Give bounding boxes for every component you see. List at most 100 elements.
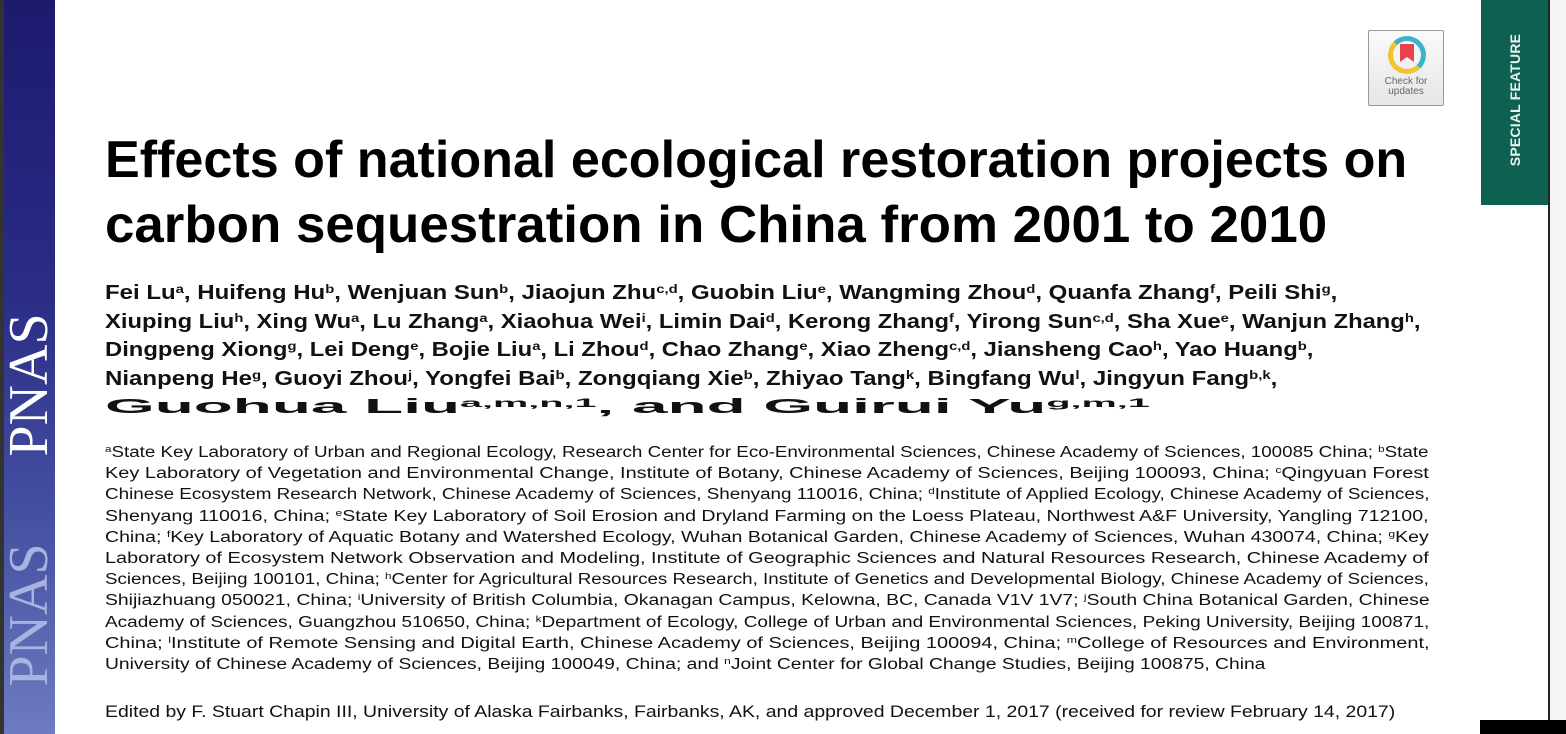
affiliation-line: University of Chinese Academy of Science… [105,655,1265,675]
viewer-margin [1548,0,1566,734]
affiliation-marker: l [168,635,171,646]
author-affiliation-marker: g,m,1 [1046,396,1150,411]
affiliation-marker: h [385,571,392,583]
author-name: , Wanjun Zhang [1228,310,1405,333]
author-name: , Kerong Zhang [774,310,949,333]
author-affiliation-marker: b [499,281,509,296]
affiliation-line: Laboratory of Ecosystem Network Observat… [105,549,1429,569]
author-affiliation-marker: a,m,n,1 [460,396,597,411]
author-affiliation-marker: h [234,310,244,325]
affiliation-text: State [1384,444,1429,461]
paper-title-line: carbon sequestration in China from 2001 … [105,196,1328,254]
check-label-line1: Check for [1384,76,1428,87]
author-affiliation-marker: b [555,367,565,382]
author-affiliation-marker: c,d [949,339,971,353]
affiliation-text: Key [1395,528,1429,546]
author-name: , Xing Wu [243,310,352,333]
affiliation-line: China; fKey Laboratory of Aquatic Botany… [105,528,1429,548]
author-name: , Xiaohua Wei [487,310,642,333]
pnas-sidebar: PNAS PNAS [0,0,60,734]
author-affiliation-marker: g [1321,281,1331,296]
author-affiliation-marker: d [765,310,775,325]
author-affiliation-marker: d [639,339,649,353]
author-name: , Wangming Zhou [825,282,1027,304]
author-affiliation-marker: b [1297,339,1307,353]
affiliation-marker: k [535,613,542,625]
affiliation-text: Center for Agricultural Resources Resear… [391,571,1429,589]
author-name: Xiuping Liu [105,310,235,333]
author-affiliation-marker: e [817,281,826,296]
author-name: , Chao Zhang [648,339,800,362]
author-affiliation-marker: h [1404,310,1414,325]
author-line: Dingpeng Xiongg, Lei Denge, Bojie Liua, … [105,338,1313,362]
check-label-line2: updates [1388,86,1424,97]
affiliation-text: University of British Columbia, Okanagan… [360,592,1084,610]
author-affiliation-marker: k [905,367,915,382]
author-affiliation-marker: a [479,310,488,325]
viewer-edge [1480,720,1566,734]
affiliation-text: University of Chinese Academy of Science… [105,656,725,673]
author-affiliation-marker: e [1220,310,1229,325]
affiliation-text: Institute of Remote Sensing and Digital … [170,634,1067,652]
affiliation-line: aState Key Laboratory of Urban and Regio… [105,443,1428,463]
author-line: Nianpeng Heg, Guoyi Zhouj, Yongfei Baib,… [105,367,1277,391]
author-affiliation-marker: l [1075,367,1080,382]
author-name: Nianpeng He [105,367,252,390]
author-name: , Yirong Sun [953,310,1093,333]
affiliation-line: Chinese Ecosystem Research Network, Chin… [105,485,1429,505]
author-name: , Li Zhou [540,339,640,362]
author-affiliation-marker: b [325,281,335,296]
affiliation-marker: i [357,592,361,604]
affiliation-text: Chinese Ecosystem Research Network, Chin… [105,486,929,504]
author-affiliation-marker: e [799,339,808,353]
affiliation-marker: d [928,486,935,498]
affiliation-text: State Key Laboratory of Soil Erosion and… [342,507,1429,525]
bookmark-ring-icon [1388,36,1426,74]
affiliation-text: Department of Ecology, College of Urban … [541,613,1430,631]
sidebar-edge [0,0,4,734]
author-name: , Limin Dai [645,310,766,333]
affiliation-marker: n [724,656,731,668]
author-affiliation-marker: j [407,367,413,382]
author-affiliation-marker: b [743,367,753,382]
author-name: , Jiansheng Cao [970,339,1153,362]
author-name: , Yongfei Bai [412,367,556,390]
affiliation-marker: c [1275,465,1282,477]
special-feature-label: SPECIAL FEATURE [1506,33,1523,167]
author-name: , Jingyun Fang [1079,367,1250,390]
author-name: , Zhiyao Tang [752,367,906,390]
affiliation-marker: m [1066,635,1078,646]
affiliation-text: Joint Center for Global Change Studies, … [730,656,1266,673]
author-name: , Guoyi Zhou [261,367,408,390]
author-name: , and Guirui Yu [596,396,1047,419]
author-name: , [1270,367,1278,390]
author-affiliation-marker: a [175,281,184,296]
author-line: Guohua Liua,m,n,1, and Guirui Yug,m,1 [105,395,1150,419]
author-name: , Xiao Zheng [807,339,950,362]
author-affiliation-marker: d [1026,281,1036,296]
paper-title-line: Effects of national ecological restorati… [105,131,1408,189]
author-affiliation-marker: f [948,310,954,325]
author-line: Fei Lua, Huifeng Hub, Wenjuan Sunb, Jiao… [105,281,1337,305]
author-affiliation-marker: f [1209,281,1215,296]
check-for-updates-button[interactable]: Check for updates [1368,30,1444,106]
affiliation-marker: a [105,444,112,456]
affiliation-marker: e [335,507,343,519]
author-affiliation-marker: c,d [1092,310,1114,325]
affiliation-text: Qingyuan Forest [1281,465,1429,483]
affiliation-line: Shenyang 110016, China; eState Key Labor… [105,507,1429,527]
author-name: Guohua Liu [105,396,461,419]
author-affiliation-marker: a [351,310,360,325]
author-affiliation-marker: e [410,339,419,353]
author-name: , Sha Xue [1113,310,1221,333]
author-name: , Bingfang Wu [914,367,1076,390]
pnas-logo: PNAS PNAS [0,270,60,730]
edited-by-line: Edited by F. Stuart Chapin III, Universi… [105,702,1396,721]
affiliation-marker: g [1388,529,1396,540]
affiliation-text: State Key Laboratory of Urban and Region… [111,444,1379,461]
author-name: , Jiaojun Zhu [508,282,657,304]
affiliation-line: Shijiazhuang 050021, China; iUniversity … [105,591,1430,611]
affiliation-text: Key Laboratory of Vegetation and Environ… [105,465,1276,483]
author-affiliation-marker: g [287,339,297,353]
affiliation-line: Academy of Sciences, Guangzhou 510650, C… [105,613,1429,633]
